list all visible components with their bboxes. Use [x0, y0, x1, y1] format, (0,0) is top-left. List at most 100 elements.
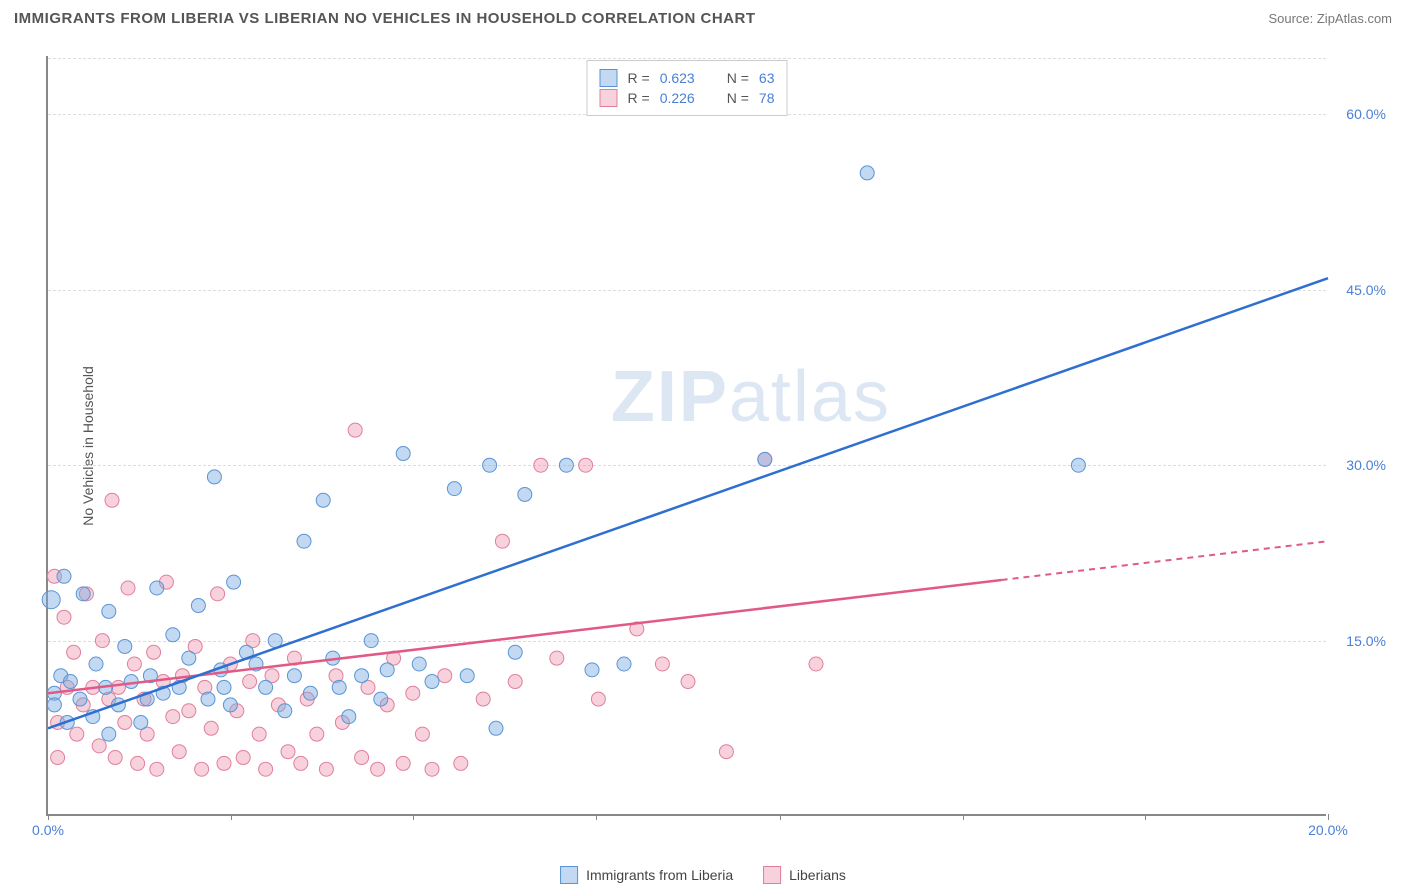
data-point-liberians: [236, 751, 250, 765]
scatter-svg: [48, 56, 1328, 816]
y-tick-label: 30.0%: [1346, 457, 1386, 473]
data-point-immigrants: [150, 581, 164, 595]
data-point-immigrants: [860, 166, 874, 180]
data-point-immigrants: [118, 639, 132, 653]
data-point-liberians: [371, 762, 385, 776]
data-point-immigrants: [316, 493, 330, 507]
data-point-immigrants: [217, 680, 231, 694]
data-point-immigrants: [259, 680, 273, 694]
r-label: R =: [628, 70, 650, 86]
data-point-liberians: [591, 692, 605, 706]
data-point-liberians: [252, 727, 266, 741]
data-point-liberians: [294, 756, 308, 770]
legend-correlation-box: R = 0.623 N = 63 R = 0.226 N = 78: [587, 60, 788, 116]
n-value: 78: [759, 90, 775, 106]
legend-label: Liberians: [789, 867, 846, 883]
data-point-immigrants: [89, 657, 103, 671]
data-point-immigrants: [102, 727, 116, 741]
y-tick-label: 45.0%: [1346, 282, 1386, 298]
n-label: N =: [727, 90, 749, 106]
data-point-liberians: [217, 756, 231, 770]
data-point-immigrants: [332, 680, 346, 694]
data-point-liberians: [438, 669, 452, 683]
chart-source: Source: ZipAtlas.com: [1268, 11, 1392, 26]
data-point-immigrants: [303, 686, 317, 700]
legend-label: Immigrants from Liberia: [586, 867, 733, 883]
legend-series: Immigrants from Liberia Liberians: [560, 866, 846, 884]
data-point-immigrants: [342, 710, 356, 724]
x-tick-mark: [1328, 814, 1329, 820]
data-point-immigrants: [227, 575, 241, 589]
data-point-immigrants: [278, 704, 292, 718]
data-point-immigrants: [191, 599, 205, 613]
data-point-immigrants: [380, 663, 394, 677]
legend-stat-row: R = 0.623 N = 63: [600, 69, 775, 87]
data-point-liberians: [108, 751, 122, 765]
data-point-liberians: [396, 756, 410, 770]
data-point-liberians: [211, 587, 225, 601]
data-point-liberians: [508, 675, 522, 689]
data-point-liberians: [118, 715, 132, 729]
data-point-liberians: [579, 458, 593, 472]
data-point-liberians: [281, 745, 295, 759]
data-point-liberians: [319, 762, 333, 776]
n-label: N =: [727, 70, 749, 86]
data-point-liberians: [111, 680, 125, 694]
data-point-liberians: [166, 710, 180, 724]
data-point-immigrants: [102, 604, 116, 618]
x-tick-mark: [963, 814, 964, 820]
data-point-liberians: [204, 721, 218, 735]
data-point-liberians: [310, 727, 324, 741]
data-point-immigrants: [374, 692, 388, 706]
x-tick-mark: [413, 814, 414, 820]
data-point-immigrants: [47, 698, 61, 712]
data-point-liberians: [655, 657, 669, 671]
data-point-immigrants: [355, 669, 369, 683]
data-point-liberians: [415, 727, 429, 741]
data-point-liberians: [719, 745, 733, 759]
data-point-immigrants: [223, 698, 237, 712]
data-point-immigrants: [412, 657, 426, 671]
data-point-liberians: [147, 645, 161, 659]
x-tick-label: 20.0%: [1308, 822, 1348, 838]
legend-swatch: [560, 866, 578, 884]
data-point-immigrants: [483, 458, 497, 472]
data-point-immigrants: [207, 470, 221, 484]
legend-stat-row: R = 0.226 N = 78: [600, 89, 775, 107]
data-point-liberians: [355, 751, 369, 765]
data-point-immigrants: [585, 663, 599, 677]
chart-title: IMMIGRANTS FROM LIBERIA VS LIBERIAN NO V…: [14, 10, 756, 27]
r-value: 0.623: [660, 70, 695, 86]
data-point-immigrants: [425, 675, 439, 689]
legend-item: Liberians: [763, 866, 846, 884]
data-point-immigrants: [76, 587, 90, 601]
legend-swatch: [763, 866, 781, 884]
data-point-immigrants: [182, 651, 196, 665]
data-point-immigrants: [57, 569, 71, 583]
data-point-immigrants: [73, 692, 87, 706]
data-point-immigrants: [63, 675, 77, 689]
data-point-immigrants: [508, 645, 522, 659]
data-point-liberians: [348, 423, 362, 437]
data-point-immigrants: [396, 447, 410, 461]
data-point-immigrants: [518, 487, 532, 501]
x-tick-label: 0.0%: [32, 822, 64, 838]
data-point-liberians: [476, 692, 490, 706]
data-point-immigrants: [287, 669, 301, 683]
x-tick-mark: [48, 814, 49, 820]
data-point-immigrants: [617, 657, 631, 671]
data-point-immigrants: [201, 692, 215, 706]
legend-swatch: [600, 69, 618, 87]
r-value: 0.226: [660, 90, 695, 106]
data-point-immigrants: [758, 452, 772, 466]
legend-item: Immigrants from Liberia: [560, 866, 733, 884]
data-point-liberians: [406, 686, 420, 700]
data-point-liberians: [105, 493, 119, 507]
x-tick-mark: [231, 814, 232, 820]
data-point-immigrants: [489, 721, 503, 735]
data-point-liberians: [495, 534, 509, 548]
legend-swatch: [600, 89, 618, 107]
x-tick-mark: [780, 814, 781, 820]
trendline-liberians-dashed: [1002, 541, 1328, 580]
data-point-liberians: [681, 675, 695, 689]
